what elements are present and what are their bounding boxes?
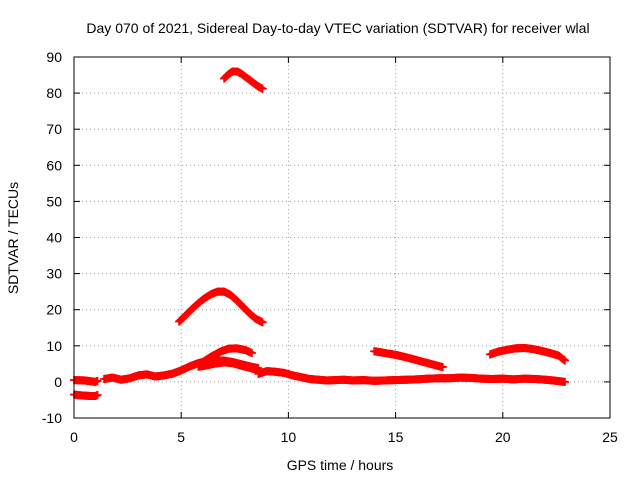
data-point: [438, 363, 447, 372]
chart-title: Day 070 of 2021, Sidereal Day-to-day VTE…: [86, 20, 589, 36]
x-tick-label: 5: [177, 429, 185, 445]
data-point: [93, 390, 102, 399]
y-tick-label: 50: [46, 193, 62, 209]
y-tick-label: 80: [46, 85, 62, 101]
data-layer: [70, 67, 569, 400]
series-arc-neg: [70, 390, 102, 400]
data-point: [93, 376, 102, 385]
x-tick-label: 25: [602, 429, 618, 445]
plot-frame: [73, 56, 611, 419]
data-point: [560, 377, 569, 386]
series-baseline-d: [254, 367, 569, 386]
y-tick-label: 10: [46, 338, 62, 354]
x-tick-label: 15: [388, 429, 404, 445]
y-tick-label: 40: [46, 230, 62, 246]
y-tick-label: 60: [46, 157, 62, 173]
data-point: [247, 349, 256, 358]
data-point: [258, 318, 267, 327]
y-tick-label: 70: [46, 121, 62, 137]
series-baseline-a: [70, 376, 102, 386]
y-tick-label: 90: [46, 49, 62, 65]
y-tick-label: 20: [46, 302, 62, 318]
series-arc-21: [485, 343, 569, 365]
series-baseline-c: [194, 358, 263, 375]
y-axis-label: SDTVAR / TECUs: [5, 182, 21, 294]
data-point: [560, 356, 569, 365]
series-arc-15: [370, 347, 447, 372]
data-point: [258, 84, 267, 93]
series-arc-25: [175, 287, 267, 327]
y-tick-label: 0: [54, 374, 62, 390]
x-axis-label: GPS time / hours: [287, 457, 394, 473]
y-tick-label: -10: [42, 410, 62, 426]
y-tick-label: 30: [46, 266, 62, 282]
series-arc-high: [220, 67, 267, 93]
x-tick-label: 10: [281, 429, 297, 445]
x-tick-label: 0: [70, 429, 78, 445]
x-tick-label: 20: [495, 429, 511, 445]
